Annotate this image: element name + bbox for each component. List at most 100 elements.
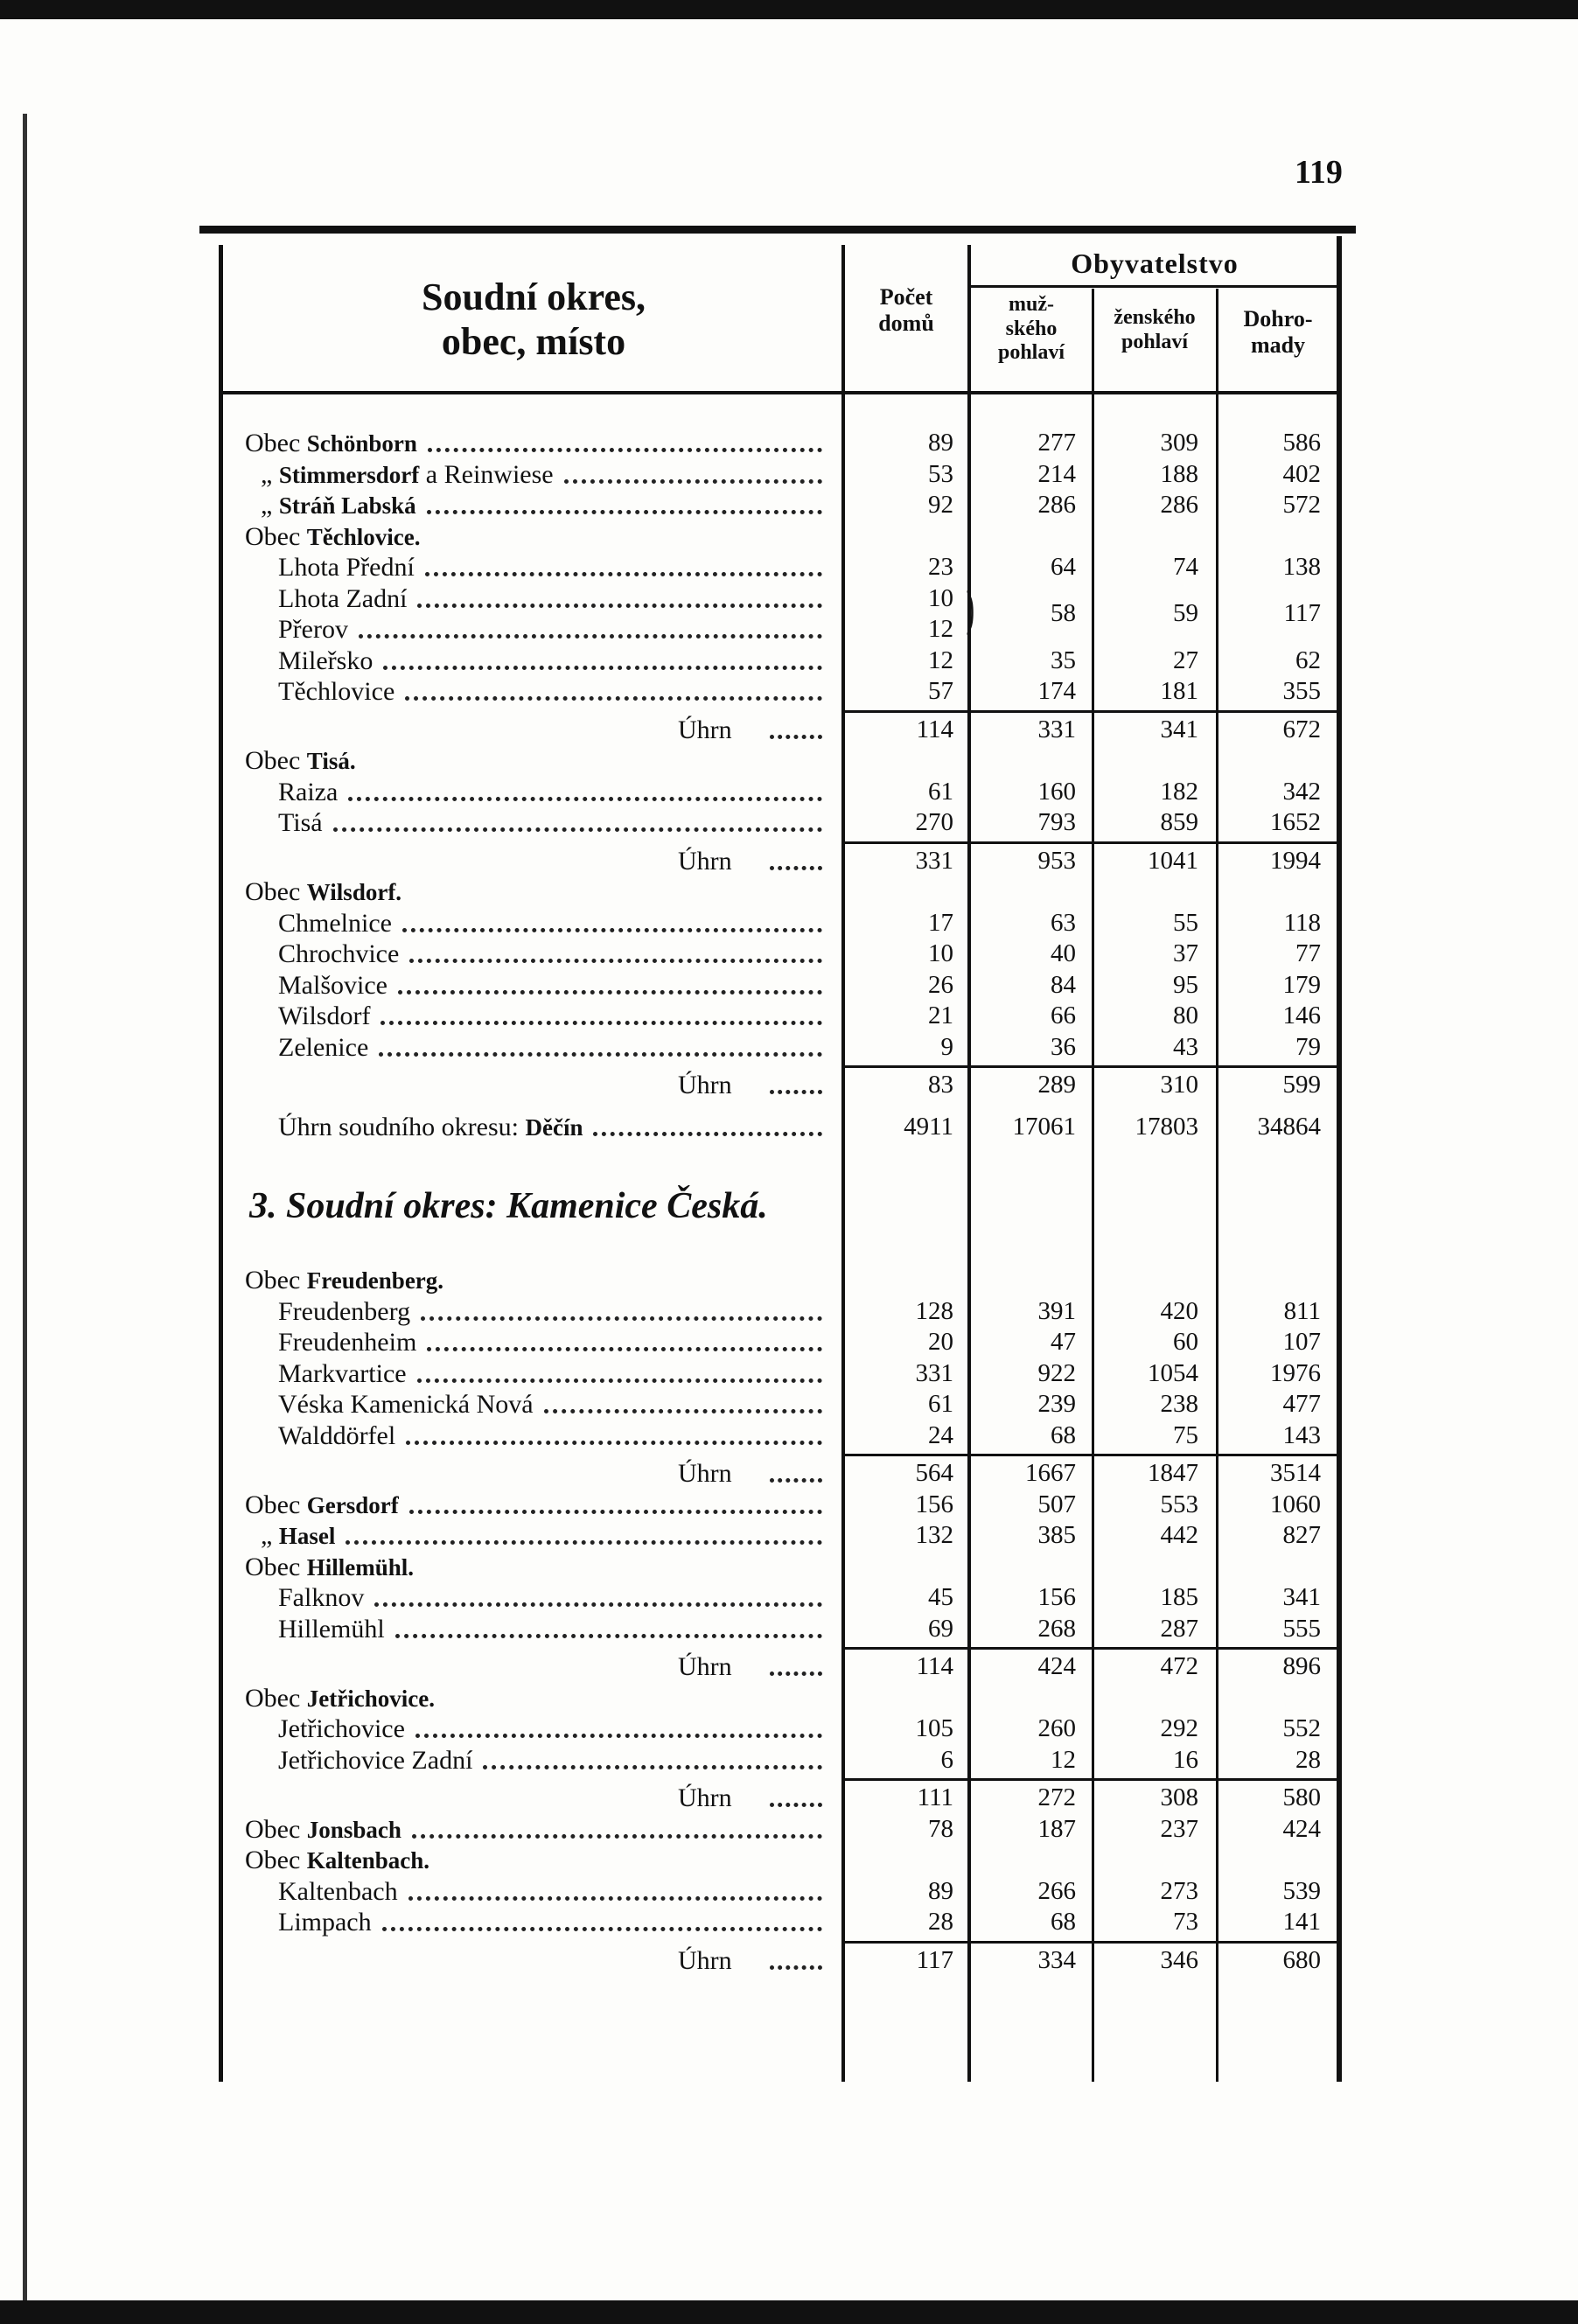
cell-total: 62	[1295, 646, 1321, 674]
cell-female: 309	[1160, 429, 1199, 457]
row: Úhrn 111 272 308 580	[0, 1778, 1578, 1813]
header-cell: Obyvatelstvo	[1071, 248, 1239, 279]
sum-label: Úhrn	[678, 1652, 732, 1681]
cell-houses: 26	[928, 970, 953, 999]
cell-houses: 12	[928, 615, 953, 643]
row-label: Obec Wilsdorf.	[245, 877, 401, 907]
row-label: Freudenheim	[278, 1328, 416, 1357]
row: Freudenberg 128 391 420 811	[0, 1297, 1578, 1327]
leaders	[406, 1437, 822, 1445]
cell-female: 55	[1173, 908, 1198, 937]
cell-female: 1041	[1148, 846, 1198, 875]
sum-label: Úhrn	[678, 1945, 732, 1975]
row: Falknov 45 156 185 341	[0, 1583, 1578, 1613]
cell-male: 272	[1037, 1783, 1077, 1811]
cell-total: 179	[1282, 970, 1322, 999]
sum-rule	[841, 1940, 1338, 1944]
header-cell: ženského pohlaví	[1093, 306, 1216, 354]
cell-houses: 89	[928, 429, 953, 457]
cell-houses: 6	[940, 1745, 954, 1774]
leaders	[358, 631, 822, 639]
cell-houses: 331	[915, 846, 954, 875]
cell-total: 118	[1283, 908, 1321, 937]
name: Freudenheim	[278, 1328, 417, 1357]
sum-label: Úhrn	[678, 1459, 732, 1488]
row-label: Obec Gersdorf	[245, 1490, 399, 1520]
cell-houses: 10	[928, 583, 953, 612]
cell-houses: 564	[915, 1459, 954, 1487]
row: Úhrn 564 1667 1847 3514	[0, 1454, 1578, 1489]
leaders	[424, 569, 822, 576]
cell-male: 40	[1051, 939, 1076, 967]
name: Hasel	[278, 1523, 336, 1549]
cell-houses: 17	[928, 908, 953, 937]
cell-male: 36	[1051, 1032, 1076, 1061]
cell-total: 680	[1282, 1945, 1322, 1974]
cell-male: 66	[1051, 1001, 1076, 1029]
cell-female: 310	[1160, 1071, 1199, 1099]
row-label: Obec Jetřichovice.	[245, 1684, 435, 1713]
cell-female: 238	[1160, 1390, 1199, 1418]
row: Úhrn 117 334 346 680	[0, 1940, 1578, 1976]
cell-female: 308	[1160, 1783, 1199, 1811]
cell-total: 79	[1295, 1032, 1321, 1061]
cell-total: 424	[1282, 1814, 1322, 1843]
prefix: Obec	[245, 429, 307, 457]
name: Freudenberg	[278, 1296, 411, 1326]
name: Mileřsko	[278, 646, 374, 675]
row: Obec Těchlovice.	[0, 522, 1578, 552]
cell-male: 391	[1037, 1296, 1077, 1325]
cell-total: 28	[1295, 1745, 1321, 1774]
cell-total: 1652	[1270, 808, 1321, 836]
cell-female: 273	[1160, 1876, 1199, 1905]
row: Obec Kaltenbach.	[0, 1846, 1578, 1875]
leaders	[770, 1799, 822, 1807]
row: Zelenice 9 36 43 79	[0, 1033, 1578, 1063]
name: Wilsdorf	[278, 1001, 371, 1030]
row: Walddörfel 24 68 75 143	[0, 1421, 1578, 1451]
binding-edge	[23, 114, 27, 2300]
name: Lhota Přední	[278, 553, 415, 582]
header-line: domů	[878, 310, 934, 336]
cell-female: 80	[1173, 1001, 1198, 1029]
rule	[969, 285, 1338, 288]
name: Tisá.	[306, 748, 356, 774]
row-label: Lhota Zadní	[278, 584, 407, 614]
cell-male: 922	[1037, 1358, 1077, 1387]
leaders	[770, 862, 822, 870]
cell-total: 341	[1282, 1583, 1322, 1611]
header-line: mady	[1250, 332, 1306, 358]
suffix: a Reinwiese	[419, 459, 554, 489]
leaders	[770, 731, 822, 739]
row: Mileřsko 12 35 27 62	[0, 646, 1578, 676]
row: Úhrn 83 289 310 599	[0, 1065, 1578, 1100]
row-label: Hillemühl	[278, 1615, 385, 1644]
cell-female: 341	[1160, 715, 1199, 743]
sum-rule	[841, 1454, 1338, 1456]
row-label: Jetřichovice	[278, 1714, 405, 1744]
cell-female: 185	[1160, 1583, 1199, 1611]
cell-houses: 89	[928, 1876, 953, 1905]
cell-male: 260	[1037, 1714, 1077, 1742]
name: Falknov	[278, 1583, 365, 1612]
name: Gersdorf	[306, 1491, 399, 1518]
cell-male: 17061	[1012, 1112, 1077, 1141]
row-label: Lhota Přední	[278, 553, 415, 583]
name: Stráň Labská	[278, 492, 416, 519]
leaders	[543, 1406, 822, 1413]
leaders	[408, 1893, 822, 1901]
cell-houses: 331	[915, 1358, 954, 1387]
row: „ Stráň Labská 92 286 286 572	[0, 491, 1578, 520]
cell-houses: 24	[928, 1420, 953, 1449]
name: Přerov	[278, 615, 348, 644]
cell-houses: 10	[928, 939, 953, 967]
cell-female: 287	[1160, 1614, 1199, 1643]
cell-female: 442	[1160, 1521, 1199, 1549]
cell-total: 117	[1283, 598, 1321, 627]
cell-total: 1994	[1270, 846, 1321, 875]
leaders	[401, 925, 822, 932]
cell-total: 34864	[1257, 1112, 1322, 1141]
name: Těchlovice	[278, 677, 395, 706]
cell-houses: 69	[928, 1614, 953, 1643]
cell-female: 237	[1160, 1814, 1199, 1843]
